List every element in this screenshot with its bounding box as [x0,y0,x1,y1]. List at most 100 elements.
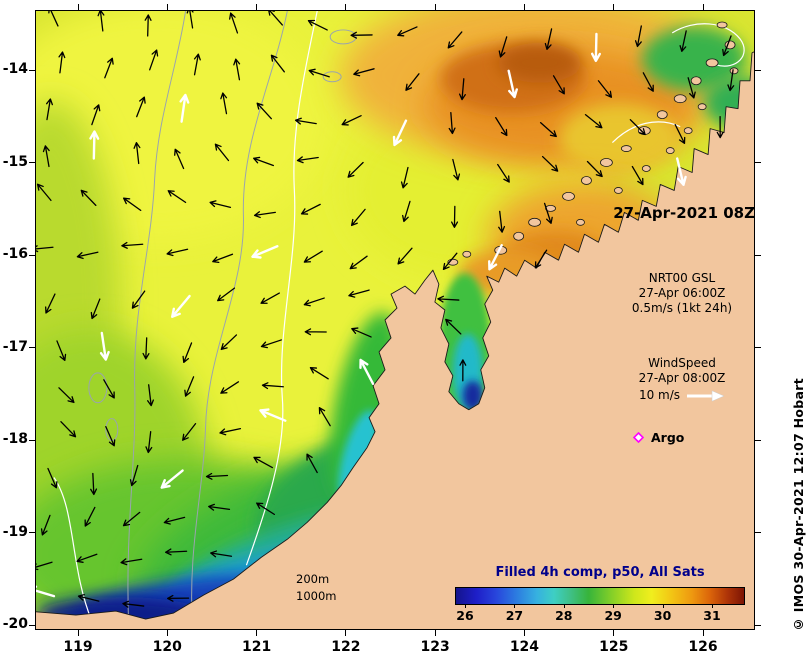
current-arrow [397,247,413,265]
lon-tick [166,630,168,636]
current-arrow [307,19,328,31]
current-arrow [47,467,58,489]
gsl-name: NRT00 GSL [648,271,716,285]
current-arrow [58,51,66,74]
colorbar-tick [712,605,713,608]
current-arrow [318,407,331,427]
current-arrow [45,293,56,314]
current-arrow [306,453,318,474]
wind-arrow [259,408,287,422]
current-arrow [209,200,232,209]
depth-contour-label-200m: 200m [296,572,330,586]
current-arrow [458,78,466,101]
current-arrow [260,339,282,349]
current-arrow [212,253,234,264]
current-arrow [46,98,54,121]
wind-arrow [89,130,100,160]
current-arrow [351,327,372,338]
lat-tick [29,347,35,348]
wind-name: WindSpeed [648,356,716,370]
current-arrow [58,387,75,404]
current-arrow [90,298,101,320]
current-arrow [104,57,114,79]
lat-tick-label: -15 [2,153,28,170]
current-arrow [105,426,116,447]
current-arrow [450,205,459,228]
current-arrows [36,11,735,608]
current-arrow [447,31,463,49]
current-arrow [103,379,115,399]
current-arrow [727,69,735,92]
lat-tick [29,162,35,163]
current-arrow [122,600,145,608]
wind-legend-arrow-icon [687,389,725,402]
lat-tick [755,347,761,348]
current-arrow [497,163,510,183]
current-arrow [77,593,100,602]
current-arrow [145,430,153,454]
current-arrow [405,73,420,91]
current-arrow [256,102,272,120]
current-arrow [167,190,187,204]
colorbar-tick [514,605,516,608]
current-arrow [149,49,159,71]
lon-tick [77,4,79,10]
wind-arrow [676,157,687,186]
current-arrow [214,143,230,162]
wind-arrow [507,69,518,99]
lon-tick [702,4,704,10]
colorbar-tick-label: 28 [555,608,573,623]
lon-tick [256,4,258,10]
wind-arrow [179,93,190,123]
current-arrow [184,376,195,397]
current-arrow [182,342,193,364]
lon-tick [434,4,436,10]
current-arrow [347,161,364,178]
colorbar [455,587,745,605]
current-arrow [205,472,229,480]
lon-tick [166,4,168,10]
colorbar-tick [465,605,466,608]
current-arrow [629,119,646,136]
current-arrow [308,68,330,78]
current-arrow [40,514,51,536]
current-arrow [256,502,275,516]
wind-time: 27-Apr 08:00Z [638,371,726,385]
current-arrow [60,421,77,438]
lat-tick-label: -18 [2,431,28,447]
current-arrow [294,117,317,125]
lon-tick [345,4,347,10]
current-arrow [541,155,559,172]
wind-arrow [488,244,503,271]
map-plot-area [35,10,755,630]
lat-tick-label: -20 [2,616,28,632]
current-arrow [253,156,274,167]
lat-tick-label: -17 [2,338,28,355]
current-arrow [208,503,231,511]
wind-arrow [251,245,279,259]
lon-tick-label: 122 [331,639,361,655]
current-arrow [123,197,142,212]
current-arrow [261,382,284,390]
lon-tick [77,630,79,636]
sst-raster-map [36,11,754,629]
current-arrow [350,208,366,227]
current-arrow [97,11,105,32]
current-arrow [163,516,186,525]
current-arrow [42,145,50,168]
current-arrow [722,35,732,57]
current-arrow [268,11,283,26]
current-arrow [253,211,276,219]
wind-arrow [160,469,184,489]
lon-tick [434,630,436,636]
lat-tick [755,69,761,71]
current-arrow [631,165,644,186]
current-arrow [584,114,603,129]
lat-tick [755,162,761,163]
colorbar-tick-label: 30 [653,608,672,623]
current-arrow [552,75,565,95]
current-arrow [220,334,238,351]
gsl-time: 27-Apr 06:00Z [638,286,726,300]
lat-tick [29,624,35,626]
